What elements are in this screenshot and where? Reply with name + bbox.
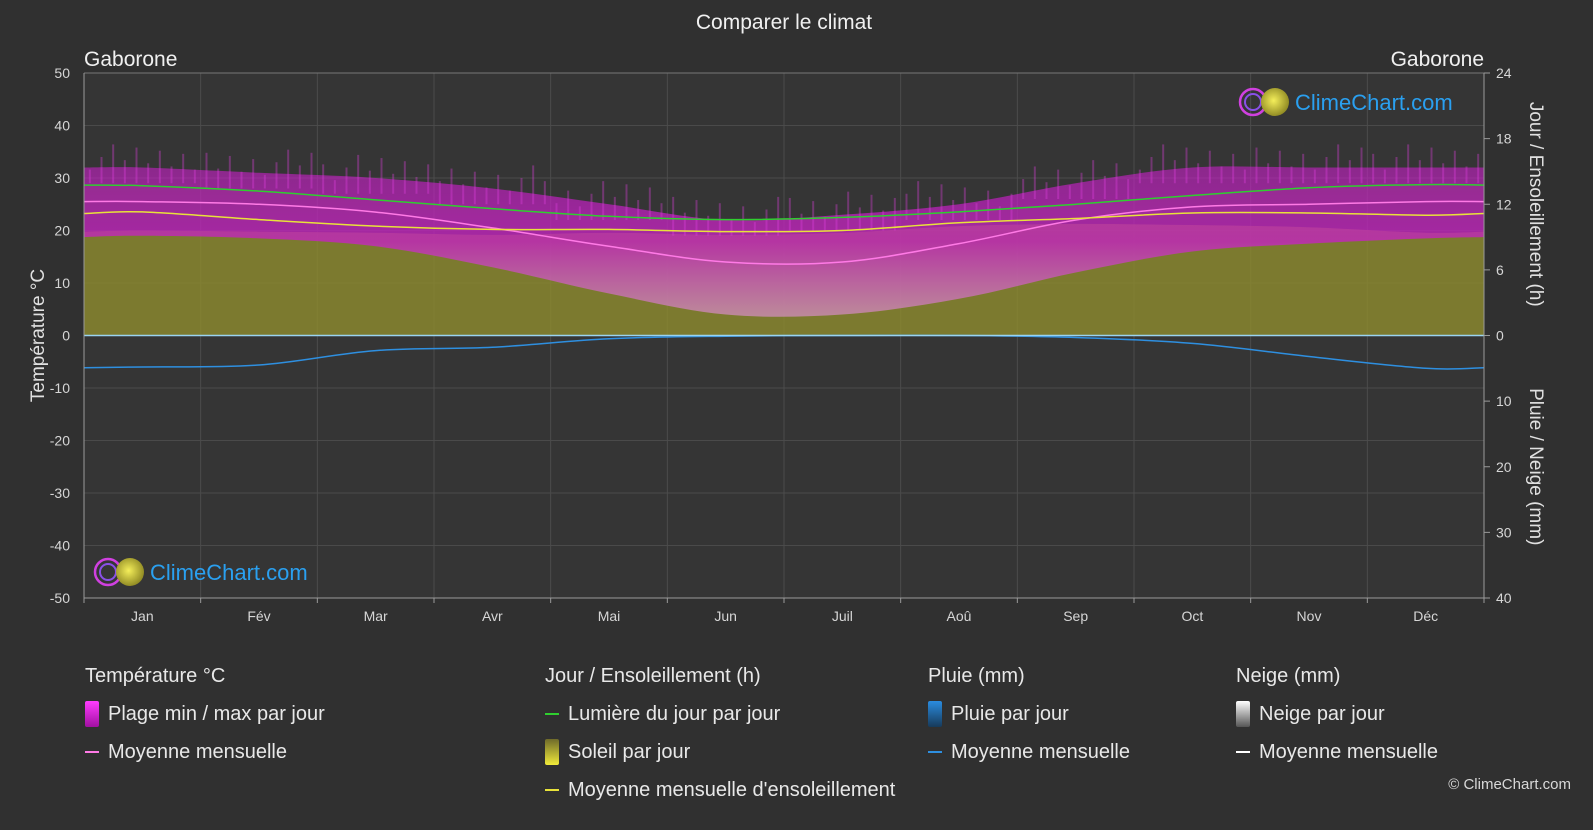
city-left-label: Gaborone <box>84 48 177 71</box>
x-tick-label: Avr <box>482 608 503 624</box>
y-right-bottom-tick-label: 30 <box>1496 524 1512 540</box>
legend-snow-mean-label: Moyenne mensuelle <box>1259 740 1438 763</box>
logo-sun-icon <box>1261 88 1289 116</box>
y-left-tick-label: -30 <box>50 485 70 501</box>
legend-sun-title: Jour / Ensoleillement (h) <box>545 665 761 687</box>
y-left-tick-label: 0 <box>62 328 70 344</box>
y-right-top-tick-label: 18 <box>1496 131 1512 147</box>
temp-range-swatch <box>85 701 99 727</box>
x-tick-label: Nov <box>1297 608 1322 624</box>
x-tick-label: Aoû <box>947 608 972 624</box>
legend-sunshine-label: Soleil par jour <box>568 740 691 763</box>
daylight-line <box>83 183 1485 221</box>
logo-text: ClimeChart.com <box>150 560 308 585</box>
y-left-tick-label: -40 <box>50 538 70 554</box>
y-right-bottom-tick-label: 40 <box>1496 590 1512 606</box>
legend-snow: Neige (mm) Neige par jour Moyenne mensue… <box>1236 664 1438 778</box>
legend-snow-title: Neige (mm) <box>1236 665 1341 687</box>
legend-temp-range-label: Plage min / max par jour <box>108 702 325 725</box>
legend-temperature-title: Température °C <box>85 665 226 687</box>
y-right-bottom-tick-label: 20 <box>1496 459 1512 475</box>
legend-sunshine-row: Soleil par jour <box>545 739 895 765</box>
legend-snow-day-label: Neige par jour <box>1259 702 1385 725</box>
temperature-range-texture <box>88 144 1480 236</box>
x-tick-label: Oct <box>1181 608 1203 624</box>
x-tick-label: Fév <box>247 608 270 624</box>
y-right-top-tick-label: 24 <box>1496 65 1512 81</box>
logo-text: ClimeChart.com <box>1295 90 1453 115</box>
x-tick-label: Juil <box>832 608 853 624</box>
legend-temp-mean-row: Moyenne mensuelle <box>85 740 325 764</box>
rain-swatch <box>928 701 942 727</box>
legend-sun-mean-row: Moyenne mensuelle d'ensoleillement <box>545 778 895 802</box>
legend-snow-mean-row: Moyenne mensuelle <box>1236 740 1438 764</box>
y-left-tick-label: 50 <box>54 65 70 81</box>
legend-rain: Pluie (mm) Pluie par jour Moyenne mensue… <box>928 664 1130 778</box>
legend-rain-mean-label: Moyenne mensuelle <box>951 740 1130 763</box>
chart-title: Comparer le climat <box>696 11 872 34</box>
y-left-tick-label: 40 <box>54 118 70 134</box>
legend-daylight-label: Lumière du jour par jour <box>568 702 781 725</box>
daylight-swatch <box>545 713 559 715</box>
logo-top-right: ClimeChart.com <box>1238 87 1453 117</box>
y-left-tick-label: -10 <box>50 380 70 396</box>
sun-mean-swatch <box>545 789 559 791</box>
temperature-mean-line <box>83 200 1485 265</box>
y-right-top-tick-label: 12 <box>1496 196 1512 212</box>
legend-daylight-row: Lumière du jour par jour <box>545 702 895 726</box>
y-right-bottom-tick-label: 10 <box>1496 393 1512 409</box>
sunshine-mean-line <box>83 210 1485 233</box>
x-tick-label: Jun <box>714 608 737 624</box>
y-left-tick-label: -50 <box>50 590 70 606</box>
legend-temperature: Température °C Plage min / max par jour … <box>85 664 325 778</box>
legend-rain-mean-row: Moyenne mensuelle <box>928 740 1130 764</box>
legend-snow-day-row: Neige par jour <box>1236 701 1438 727</box>
legend-temp-mean-label: Moyenne mensuelle <box>108 740 287 763</box>
y-left-tick-label: -20 <box>50 433 70 449</box>
legend-rain-day-row: Pluie par jour <box>928 701 1130 727</box>
y-right-top-tick-label: 0 <box>1496 328 1504 344</box>
rain-bars <box>88 335 1480 581</box>
legend-sun: Jour / Ensoleillement (h) Lumière du jou… <box>545 664 895 816</box>
logo-bottom-left: ClimeChart.com <box>93 557 308 587</box>
legend-sun-mean-label: Moyenne mensuelle d'ensoleillement <box>568 778 896 801</box>
y-left-tick-label: 10 <box>54 275 70 291</box>
sunshine-swatch <box>545 739 559 765</box>
y-left-axis-title: Température °C <box>28 269 49 402</box>
snow-swatch <box>1236 701 1250 727</box>
legend-temp-range-row: Plage min / max par jour <box>85 701 325 727</box>
snow-mean-swatch <box>1236 751 1250 753</box>
temp-mean-swatch <box>85 751 99 753</box>
y-right-bottom-axis-title: Pluie / Neige (mm) <box>1525 388 1546 545</box>
y-left-tick-label: 30 <box>54 170 70 186</box>
legend-rain-day-label: Pluie par jour <box>951 702 1069 725</box>
y-right-top-tick-label: 6 <box>1496 262 1504 278</box>
x-tick-label: Jan <box>131 608 154 624</box>
city-right-label: Gaborone <box>1391 48 1484 71</box>
legend-rain-title: Pluie (mm) <box>928 665 1025 687</box>
y-right-top-axis-title: Jour / Ensoleillement (h) <box>1525 102 1546 307</box>
rain-mean-swatch <box>928 751 942 753</box>
logo-sun-icon <box>116 558 144 586</box>
copyright-text: © ClimeChart.com <box>1448 776 1571 793</box>
y-left-tick-label: 20 <box>54 223 70 239</box>
x-tick-label: Mai <box>598 608 621 624</box>
x-tick-label: Déc <box>1413 608 1438 624</box>
x-tick-label: Sep <box>1063 608 1088 624</box>
x-tick-label: Mar <box>364 608 388 624</box>
